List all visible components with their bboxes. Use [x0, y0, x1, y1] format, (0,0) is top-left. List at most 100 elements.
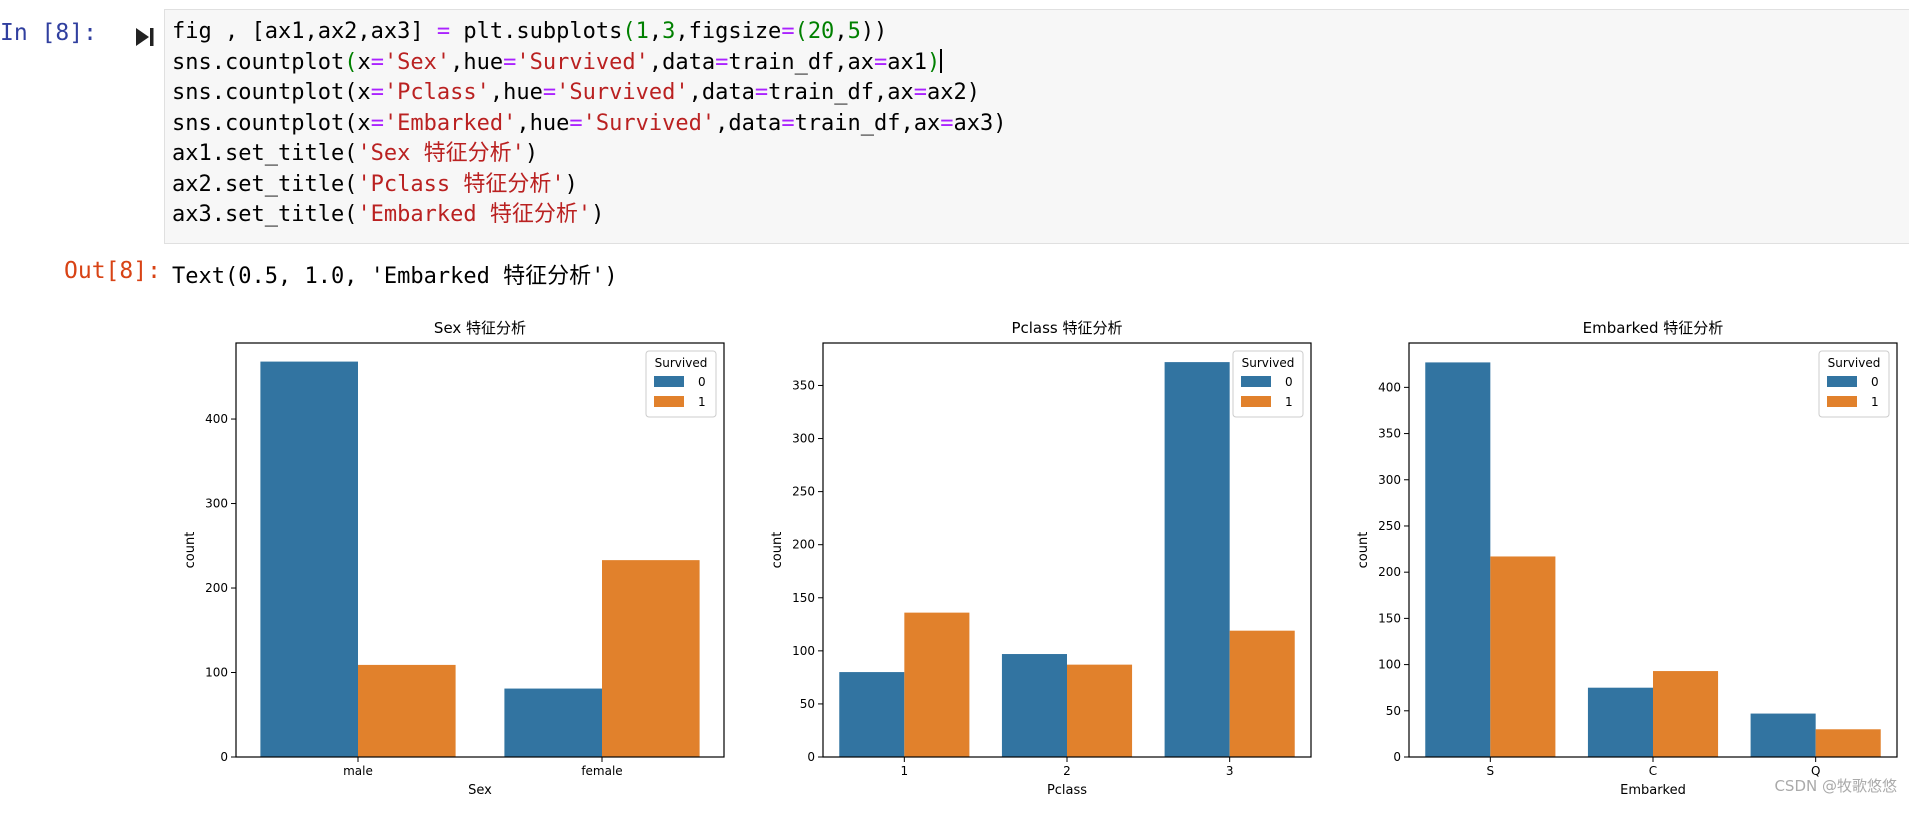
code-line: ax3.set_title('Embarked 特征分析') [172, 200, 604, 230]
y-tick-label: 150 [792, 591, 815, 605]
code-token: = [754, 80, 769, 105]
y-tick-label: 350 [792, 378, 815, 392]
subplot-3: Embarked 特征分析 0 50 100 150 200 250 300 350 400 S C Q… [1356, 319, 1898, 798]
code-line: sns.countplot(x='Pclass',hue='Survived',… [172, 78, 980, 108]
bar [358, 664, 456, 757]
code-line: ax1.set_title('Sex 特征分析') [172, 139, 538, 169]
x-tick-label: female [581, 764, 622, 778]
x-axis-label: Pclass [1047, 783, 1087, 798]
bar [1067, 664, 1133, 757]
bar [1425, 362, 1491, 757]
x-axis-label: Embarked [1620, 783, 1686, 798]
code-token: = [874, 49, 888, 75]
code-token: = [503, 49, 517, 75]
output-figure: Sex 特征分析 0 100 200 300 400 male female Sex count S… [160, 300, 1909, 810]
y-tick-label: 200 [792, 538, 815, 552]
input-prompt: In [8]: [0, 20, 97, 46]
y-tick-label: 100 [1378, 658, 1401, 672]
code-token: ( [794, 19, 808, 44]
y-tick-label: 0 [807, 750, 815, 764]
subplot-2: Pclass 特征分析 0 50 100 150 200 250 300 350 1 2 3 Pclas… [770, 319, 1312, 798]
x-tick-label: S [1487, 764, 1495, 778]
code-token: = [781, 110, 795, 136]
code-token: = [569, 110, 583, 136]
code-line: sns.countplot(x='Embarked',hue='Survived… [172, 109, 1007, 139]
legend-label: 0 [698, 375, 706, 389]
y-tick-label: 250 [1378, 519, 1401, 533]
x-tick-label: male [343, 764, 373, 778]
y-tick-label: 400 [205, 412, 228, 426]
code-token: 'Sex' [383, 49, 451, 75]
bar [1653, 671, 1719, 757]
bar [1815, 729, 1881, 757]
legend-label: 1 [1871, 395, 1879, 409]
code-token: = [370, 49, 384, 75]
code-token: = [715, 49, 729, 75]
code-token: ) [927, 49, 941, 75]
text-cursor [940, 48, 943, 73]
code-token: = [781, 19, 795, 44]
y-tick-label: 150 [1378, 611, 1401, 625]
code-token: , [648, 19, 663, 44]
legend-swatch [1827, 376, 1857, 387]
code-line: ax2.set_title('Pclass 特征分析') [172, 170, 578, 200]
code-token: ,hue [516, 110, 570, 136]
code-token: ax2) [927, 80, 981, 105]
y-tick-label: 300 [792, 432, 815, 446]
chart-title: Embarked 特征分析 [1583, 319, 1724, 337]
code-token: ( [344, 49, 358, 75]
code-token: 'Sex 特征分析' [357, 141, 525, 166]
x-tick-label: C [1649, 764, 1657, 778]
code-token: sns.countplot [172, 110, 345, 136]
code-token: 5 [847, 19, 861, 44]
code-line: fig , [ax1,ax2,ax3] = plt.subplots(1,3,f… [172, 17, 887, 47]
y-tick-label: 400 [1378, 380, 1401, 394]
run-cell-icon[interactable] [136, 26, 154, 48]
code-token: = [913, 80, 928, 105]
x-tick-label: 2 [1063, 764, 1071, 778]
bar [260, 361, 358, 757]
y-tick-label: 350 [1378, 427, 1401, 441]
code-token: ,data [715, 110, 782, 136]
legend-label: 0 [1285, 375, 1293, 389]
bar [1001, 654, 1067, 757]
legend-swatch [654, 376, 684, 387]
code-token: 20 [807, 19, 835, 44]
code-token: ,figsize [675, 19, 782, 44]
legend-label: 0 [1871, 375, 1879, 389]
code-token: , [834, 19, 848, 44]
bar [1164, 362, 1230, 757]
code-editor[interactable]: fig , [ax1,ax2,ax3] = plt.subplots(1,3,f… [164, 9, 1909, 244]
code-token: train_df,ax [728, 49, 875, 75]
legend-swatch [654, 396, 684, 407]
y-tick-label: 0 [220, 750, 228, 764]
bar [1587, 687, 1653, 757]
code-token: ) [591, 202, 605, 227]
y-tick-label: 200 [1378, 565, 1401, 579]
code-token: 3 [662, 19, 676, 44]
y-tick-label: 100 [205, 666, 228, 680]
code-token: ax3.set_title( [172, 202, 358, 227]
y-tick-label: 100 [792, 644, 815, 658]
bar [602, 560, 700, 757]
bar [904, 612, 970, 757]
code-token: train_df,ax [768, 80, 914, 105]
output-prompt: Out[8]: [64, 258, 161, 284]
bar [504, 688, 602, 757]
x-tick-label: 1 [901, 764, 909, 778]
code-token: ) [564, 171, 578, 197]
code-token: 1 [635, 19, 649, 44]
legend-label: 1 [1285, 395, 1293, 409]
code-token: ,data [648, 49, 716, 75]
code-token: plt.subplots [450, 19, 623, 44]
y-tick-label: 300 [205, 497, 228, 511]
code-token: ,data [688, 80, 755, 105]
code-token: ( [622, 19, 636, 44]
code-token: 'Survived' [516, 49, 649, 75]
code-token: (x [344, 110, 371, 136]
bar [1750, 713, 1816, 757]
y-axis-label: count [183, 532, 198, 569]
y-tick-label: 50 [1386, 704, 1401, 718]
code-token: 'Pclass 特征分析' [357, 171, 565, 197]
